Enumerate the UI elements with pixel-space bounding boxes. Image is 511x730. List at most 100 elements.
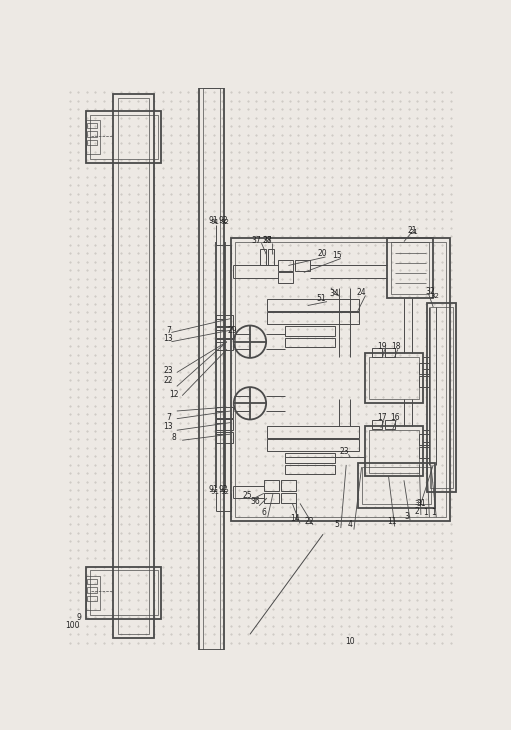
Text: 13: 13 <box>164 422 173 431</box>
Bar <box>216 315 233 326</box>
Bar <box>199 88 224 650</box>
Bar <box>260 250 266 265</box>
Text: 16: 16 <box>390 412 400 422</box>
Bar <box>358 464 435 508</box>
Bar <box>216 420 233 430</box>
Bar <box>267 426 359 438</box>
Text: 15: 15 <box>332 251 342 260</box>
Bar <box>285 465 335 474</box>
Bar <box>86 566 161 619</box>
Text: 92: 92 <box>218 485 228 494</box>
Text: 31: 31 <box>417 499 427 508</box>
Text: 18: 18 <box>391 342 401 351</box>
Text: 100: 100 <box>65 620 79 629</box>
Text: 3: 3 <box>405 512 409 521</box>
Text: 14: 14 <box>291 515 300 523</box>
Text: 24: 24 <box>357 288 366 297</box>
Bar <box>90 570 157 615</box>
Text: 23: 23 <box>164 366 173 375</box>
Bar <box>90 115 157 159</box>
Bar <box>87 123 97 128</box>
Text: 34: 34 <box>330 290 339 299</box>
Text: 6: 6 <box>261 508 266 517</box>
Text: 2: 2 <box>414 507 420 515</box>
Bar <box>420 447 429 458</box>
Bar <box>87 596 97 602</box>
Text: 92: 92 <box>220 489 229 495</box>
Bar <box>285 326 335 336</box>
Bar <box>385 348 396 357</box>
Text: 38: 38 <box>262 236 272 245</box>
Bar <box>203 88 220 650</box>
Bar <box>369 430 420 472</box>
Text: 12: 12 <box>169 390 178 399</box>
Bar <box>391 242 429 294</box>
Text: 92: 92 <box>218 215 228 225</box>
Text: 22: 22 <box>164 377 173 385</box>
Bar <box>216 407 233 418</box>
Bar <box>281 493 296 504</box>
Bar <box>281 480 296 491</box>
Bar <box>264 480 279 491</box>
Bar <box>420 364 429 374</box>
Text: 7: 7 <box>166 412 171 422</box>
Bar <box>365 353 423 403</box>
Text: 91: 91 <box>211 489 220 495</box>
Bar <box>267 439 359 451</box>
Text: 9: 9 <box>77 613 81 622</box>
Text: 4: 4 <box>347 520 353 529</box>
Bar <box>264 493 279 504</box>
Text: 19: 19 <box>378 342 387 351</box>
Bar <box>216 431 233 442</box>
Text: 91: 91 <box>211 219 220 226</box>
Bar <box>267 312 359 324</box>
Bar <box>285 338 335 347</box>
Bar <box>385 420 396 429</box>
Bar <box>86 111 161 163</box>
Text: 1: 1 <box>423 508 428 517</box>
Bar <box>420 434 429 445</box>
Bar <box>235 242 446 518</box>
Bar <box>362 467 431 504</box>
Bar <box>87 588 97 593</box>
Bar <box>371 420 382 429</box>
Text: 11: 11 <box>387 518 397 526</box>
Bar <box>295 260 310 271</box>
Text: 5: 5 <box>335 520 339 529</box>
Text: 22: 22 <box>305 517 314 526</box>
Bar <box>118 98 149 634</box>
Text: 36: 36 <box>250 497 260 507</box>
Text: 8: 8 <box>171 434 176 442</box>
Bar <box>387 238 433 298</box>
Text: 20: 20 <box>317 250 327 258</box>
Text: 32: 32 <box>430 293 439 299</box>
Bar <box>427 303 456 492</box>
Text: 25: 25 <box>243 491 252 500</box>
Bar <box>113 93 154 638</box>
Bar <box>87 140 97 145</box>
Text: 32: 32 <box>425 287 435 296</box>
Bar <box>369 357 420 399</box>
Text: 92: 92 <box>220 219 229 226</box>
Bar <box>86 120 100 154</box>
Text: 29: 29 <box>227 326 237 335</box>
Bar <box>430 307 453 488</box>
Text: 10: 10 <box>345 637 355 647</box>
Text: 37: 37 <box>251 236 261 245</box>
Text: 91: 91 <box>209 485 219 494</box>
Text: 23: 23 <box>340 447 350 456</box>
Text: 51: 51 <box>317 294 327 303</box>
Bar <box>285 453 335 463</box>
Bar <box>420 377 429 387</box>
Text: 7: 7 <box>166 326 171 334</box>
Bar <box>371 348 382 357</box>
Text: 21: 21 <box>409 229 419 235</box>
Text: 21: 21 <box>408 226 417 234</box>
Bar <box>87 579 97 584</box>
Text: 91: 91 <box>209 215 219 225</box>
Bar <box>230 238 450 521</box>
Text: 17: 17 <box>378 412 387 422</box>
Text: 27: 27 <box>263 236 272 245</box>
Bar <box>277 272 293 283</box>
Bar <box>267 299 359 311</box>
